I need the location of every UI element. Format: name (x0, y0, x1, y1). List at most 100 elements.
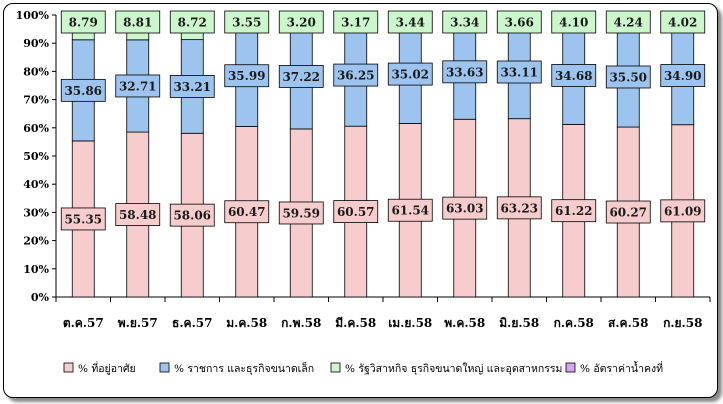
data-label-box (278, 65, 324, 88)
chart-data-labels: 55.35 35.86 8.79 58.48 32.71 8.81 58.06 33.21 8.… (60, 10, 706, 231)
data-label-box (60, 78, 106, 102)
x-tick-label: ก.ค.58 (554, 316, 594, 330)
data-label-text: 4.24 (614, 16, 643, 30)
data-label-text: 3.55 (232, 16, 261, 30)
data-label-text: 3.66 (505, 16, 534, 30)
x-tick-label: ต.ค.57 (63, 316, 104, 330)
data-label-box (278, 201, 324, 225)
data-label-text: 60.47 (228, 205, 266, 219)
data-label-text: 4.10 (559, 16, 588, 30)
x-tick-label: ก.พ.58 (281, 316, 321, 330)
data-label-text: 37.22 (282, 70, 320, 84)
data-label-series-2: 35.86 (60, 78, 106, 102)
data-label-series-3: 3.44 (387, 10, 433, 34)
legend-swatch (330, 362, 341, 373)
x-tick-label: ม.ค.58 (226, 316, 267, 330)
data-label-box (169, 10, 215, 34)
data-label-text: 58.48 (119, 208, 157, 222)
y-tick-label: 30% (23, 206, 49, 219)
data-label-series-3: 8.81 (115, 10, 161, 34)
y-tick-label: 10% (23, 263, 49, 276)
data-label-series-1: 58.48 (115, 203, 161, 226)
data-label-box (387, 10, 433, 34)
legend-label: % ที่อยู่อาศัย (78, 361, 136, 375)
data-label-series-2: 37.22 (278, 65, 324, 88)
data-label-box (115, 74, 161, 98)
data-label-box (605, 200, 651, 224)
y-tick-label: 60% (23, 122, 49, 135)
data-label-series-3: 4.24 (605, 10, 651, 34)
data-label-text: 34.90 (664, 69, 702, 83)
data-label-box (169, 203, 215, 227)
data-label-series-1: 59.59 (278, 201, 324, 225)
legend-item-3: % รัฐวิสาหกิจ ธุรกิจขนาดใหญ่ และอุตสาหกร… (330, 362, 562, 375)
data-label-box (387, 62, 433, 86)
data-label-text: 34.68 (555, 69, 593, 83)
x-tick-label: เม.ย.58 (388, 316, 432, 330)
legend-swatch (159, 362, 170, 373)
data-label-text: 33.63 (446, 65, 484, 79)
data-label-box (660, 199, 706, 223)
legend-label: % อัตราค่าน้ำคงที่ (580, 361, 663, 375)
data-label-text: 61.22 (555, 204, 593, 218)
legend-item-4: % อัตราค่าน้ำคงที่ (565, 361, 663, 375)
y-tick-label: 50% (23, 150, 49, 163)
data-label-box (551, 199, 597, 223)
data-label-series-2: 36.25 (333, 63, 379, 87)
data-label-text: 3.17 (341, 16, 370, 30)
data-label-box (60, 10, 106, 34)
data-label-box (496, 60, 542, 84)
legend-swatch (565, 362, 576, 373)
data-label-series-3: 3.66 (496, 10, 542, 34)
data-label-text: 33.21 (173, 80, 211, 94)
y-tick-label: 70% (23, 94, 49, 107)
data-label-series-1: 58.06 (169, 203, 215, 227)
data-label-series-1: 63.03 (442, 196, 488, 220)
data-label-box (224, 64, 270, 88)
data-label-text: 60.57 (337, 205, 375, 219)
data-label-series-3: 8.72 (169, 10, 215, 34)
y-tick-label: 90% (23, 37, 49, 50)
data-label-series-1: 61.22 (551, 199, 597, 223)
data-label-series-2: 32.71 (115, 74, 161, 98)
x-tick-label: พ.ค.58 (444, 316, 485, 330)
data-label-text: 55.35 (64, 212, 102, 226)
data-label-text: 8.79 (69, 16, 98, 30)
x-tick-label: มี.ค.58 (335, 316, 376, 330)
chart-bars (71, 14, 695, 298)
data-label-box (60, 207, 106, 231)
data-label-box (442, 60, 488, 84)
data-label-box (278, 10, 324, 34)
data-label-series-2: 35.02 (387, 62, 433, 86)
data-label-series-2: 33.11 (496, 60, 542, 84)
data-label-box (115, 203, 161, 226)
data-label-text: 32.71 (119, 79, 157, 93)
data-label-series-2: 34.68 (551, 64, 597, 87)
x-tick-label: ก.ย.58 (663, 316, 702, 330)
data-label-text: 8.72 (178, 16, 207, 30)
chart-legend: % ที่อยู่อาศัย % ราชการ และธุรกิจขนาดเล็ก… (63, 361, 663, 375)
data-label-text: 3.44 (396, 16, 425, 30)
y-tick-label: 40% (23, 178, 49, 191)
data-label-series-3: 4.02 (660, 10, 706, 34)
data-label-series-3: 3.55 (224, 10, 270, 34)
data-label-series-2: 35.99 (224, 64, 270, 88)
data-label-box (333, 10, 379, 34)
data-label-box (551, 64, 597, 87)
data-label-box (660, 64, 706, 87)
x-tick-label: ธ.ค.57 (172, 316, 212, 330)
data-label-text: 35.86 (64, 84, 102, 98)
legend-label: % รัฐวิสาหกิจ ธุรกิจขนาดใหญ่ และอุตสาหกร… (345, 362, 562, 375)
y-tick-label: 0% (31, 291, 50, 304)
data-label-text: 59.59 (282, 206, 320, 220)
data-label-text: 36.25 (337, 69, 375, 83)
data-label-text: 63.23 (500, 201, 538, 215)
y-tick-label: 100% (16, 9, 50, 22)
data-label-series-2: 35.50 (605, 65, 651, 89)
data-label-series-3: 4.10 (551, 10, 597, 34)
data-label-box (333, 63, 379, 87)
data-label-box (660, 10, 706, 34)
data-label-series-1: 55.35 (60, 207, 106, 231)
data-label-series-1: 61.54 (387, 198, 433, 222)
